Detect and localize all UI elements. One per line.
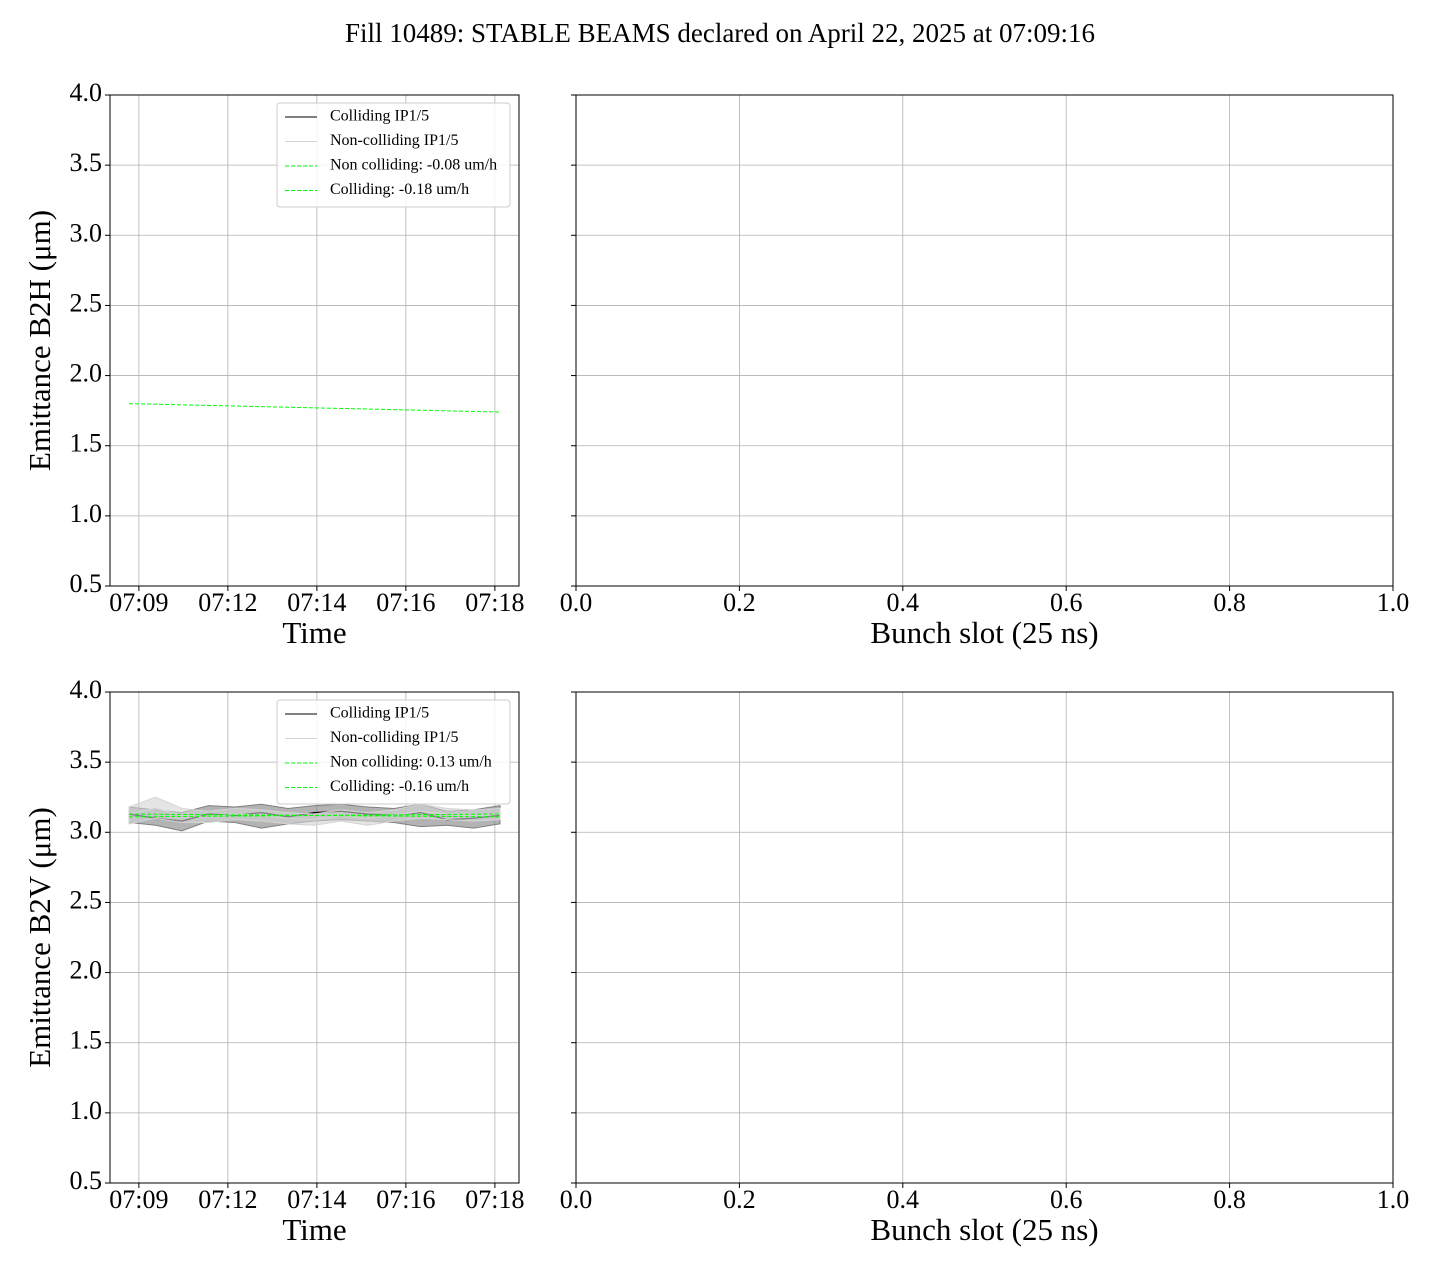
y-tick-label: 4.0	[70, 675, 103, 704]
x-axis-label: Time	[282, 615, 346, 650]
plot-area: 0.0 0.2 0.4 0.6 0.8 1.0 Bunch slot (25 ns)	[560, 691, 1410, 1247]
x-tick-label: 07:18	[465, 588, 524, 617]
series-line	[128, 403, 501, 413]
y-tick-label: 0.5	[70, 1166, 103, 1195]
y-axis-label: Emittance B2H (μm)	[22, 210, 57, 471]
y-tick-label: 3.0	[70, 815, 103, 844]
x-tick-label: 07:14	[287, 1185, 346, 1214]
legend: Colliding IP1/5 Non-colliding IP1/5 Non co…	[276, 699, 511, 805]
x-tick-label: 07:16	[376, 588, 435, 617]
y-tick-label: 1.5	[70, 429, 103, 458]
x-tick-label: 1.0	[1377, 588, 1410, 617]
x-tick-label: 07:12	[198, 588, 257, 617]
x-tick-label: 0.6	[1050, 1185, 1083, 1214]
y-tick-label: 1.0	[70, 1096, 103, 1125]
x-tick-label: 0.8	[1213, 588, 1246, 617]
legend-box	[276, 699, 511, 805]
legend-box	[276, 102, 511, 208]
legend-label: Colliding IP1/5	[330, 108, 429, 125]
x-tick-label: 1.0	[1377, 1185, 1410, 1214]
plot-area: 07:09 07:12 07:14 07:16 07:18 0.5 1.0 1.5 2.0 2.5…	[22, 675, 524, 1247]
y-tick-label: 3.5	[70, 745, 103, 774]
x-tick-label: 07:09	[109, 1185, 168, 1214]
x-tick-label: 07:14	[287, 588, 346, 617]
axes-frame	[575, 94, 1394, 587]
y-tick-label: 3.5	[70, 148, 103, 177]
x-tick-label: 0.8	[1213, 1185, 1246, 1214]
y-tick-label: 2.5	[70, 288, 103, 317]
x-tick-label: 07:16	[376, 1185, 435, 1214]
x-tick-label: 0.0	[560, 588, 593, 617]
x-tick-label: 07:12	[198, 1185, 257, 1214]
x-tick-label: 07:18	[465, 1185, 524, 1214]
axes-frame	[109, 94, 520, 587]
legend-label: Non-colliding IP1/5	[330, 729, 458, 746]
legend-label: Colliding: -0.16 um/h	[330, 778, 469, 795]
legend-label: Colliding: -0.18 um/h	[330, 181, 469, 198]
y-tick-label: 1.5	[70, 1026, 103, 1055]
y-tick-label: 4.0	[70, 78, 103, 107]
data-layer	[128, 403, 501, 413]
axes-frame	[575, 691, 1394, 1184]
y-tick-label: 2.0	[70, 956, 103, 985]
y-tick-label: 3.0	[70, 218, 103, 247]
figure-title: Fill 10489: STABLE BEAMS declared on Apr…	[345, 18, 1095, 48]
legend-label: Colliding IP1/5	[330, 705, 429, 722]
x-tick-label: 0.2	[723, 1185, 756, 1214]
legend-label: Non colliding: -0.08 um/h	[330, 157, 497, 174]
x-tick-label: 0.4	[887, 588, 920, 617]
legend: Colliding IP1/5 Non-colliding IP1/5 Non co…	[276, 102, 511, 208]
x-axis-label: Bunch slot (25 ns)	[870, 1212, 1098, 1247]
x-tick-label: 0.4	[887, 1185, 920, 1214]
series-line	[128, 813, 501, 818]
x-axis-label: Bunch slot (25 ns)	[870, 615, 1098, 650]
data-layer	[128, 796, 501, 832]
x-tick-label: 0.0	[560, 1185, 593, 1214]
y-tick-label: 2.5	[70, 885, 103, 914]
axes-frame	[109, 691, 520, 1184]
x-tick-label: 0.6	[1050, 588, 1083, 617]
x-axis-label: Time	[282, 1212, 346, 1247]
legend-label: Non colliding: 0.13 um/h	[330, 754, 492, 771]
series-line	[128, 813, 501, 818]
x-tick-label: 0.2	[723, 588, 756, 617]
legend-label: Non-colliding IP1/5	[330, 132, 458, 149]
y-tick-label: 0.5	[70, 569, 103, 598]
y-tick-label: 2.0	[70, 359, 103, 388]
y-tick-label: 1.0	[70, 499, 103, 528]
plot-area: 07:09 07:12 07:14 07:16 07:18 0.5 1.0 1.5 2.0 2.5…	[22, 78, 524, 650]
plot-area: 0.0 0.2 0.4 0.6 0.8 1.0 Bunch slot (25 ns)	[560, 94, 1410, 650]
band	[128, 796, 501, 826]
x-tick-label: 07:09	[109, 588, 168, 617]
y-axis-label: Emittance B2V (μm)	[22, 807, 57, 1068]
